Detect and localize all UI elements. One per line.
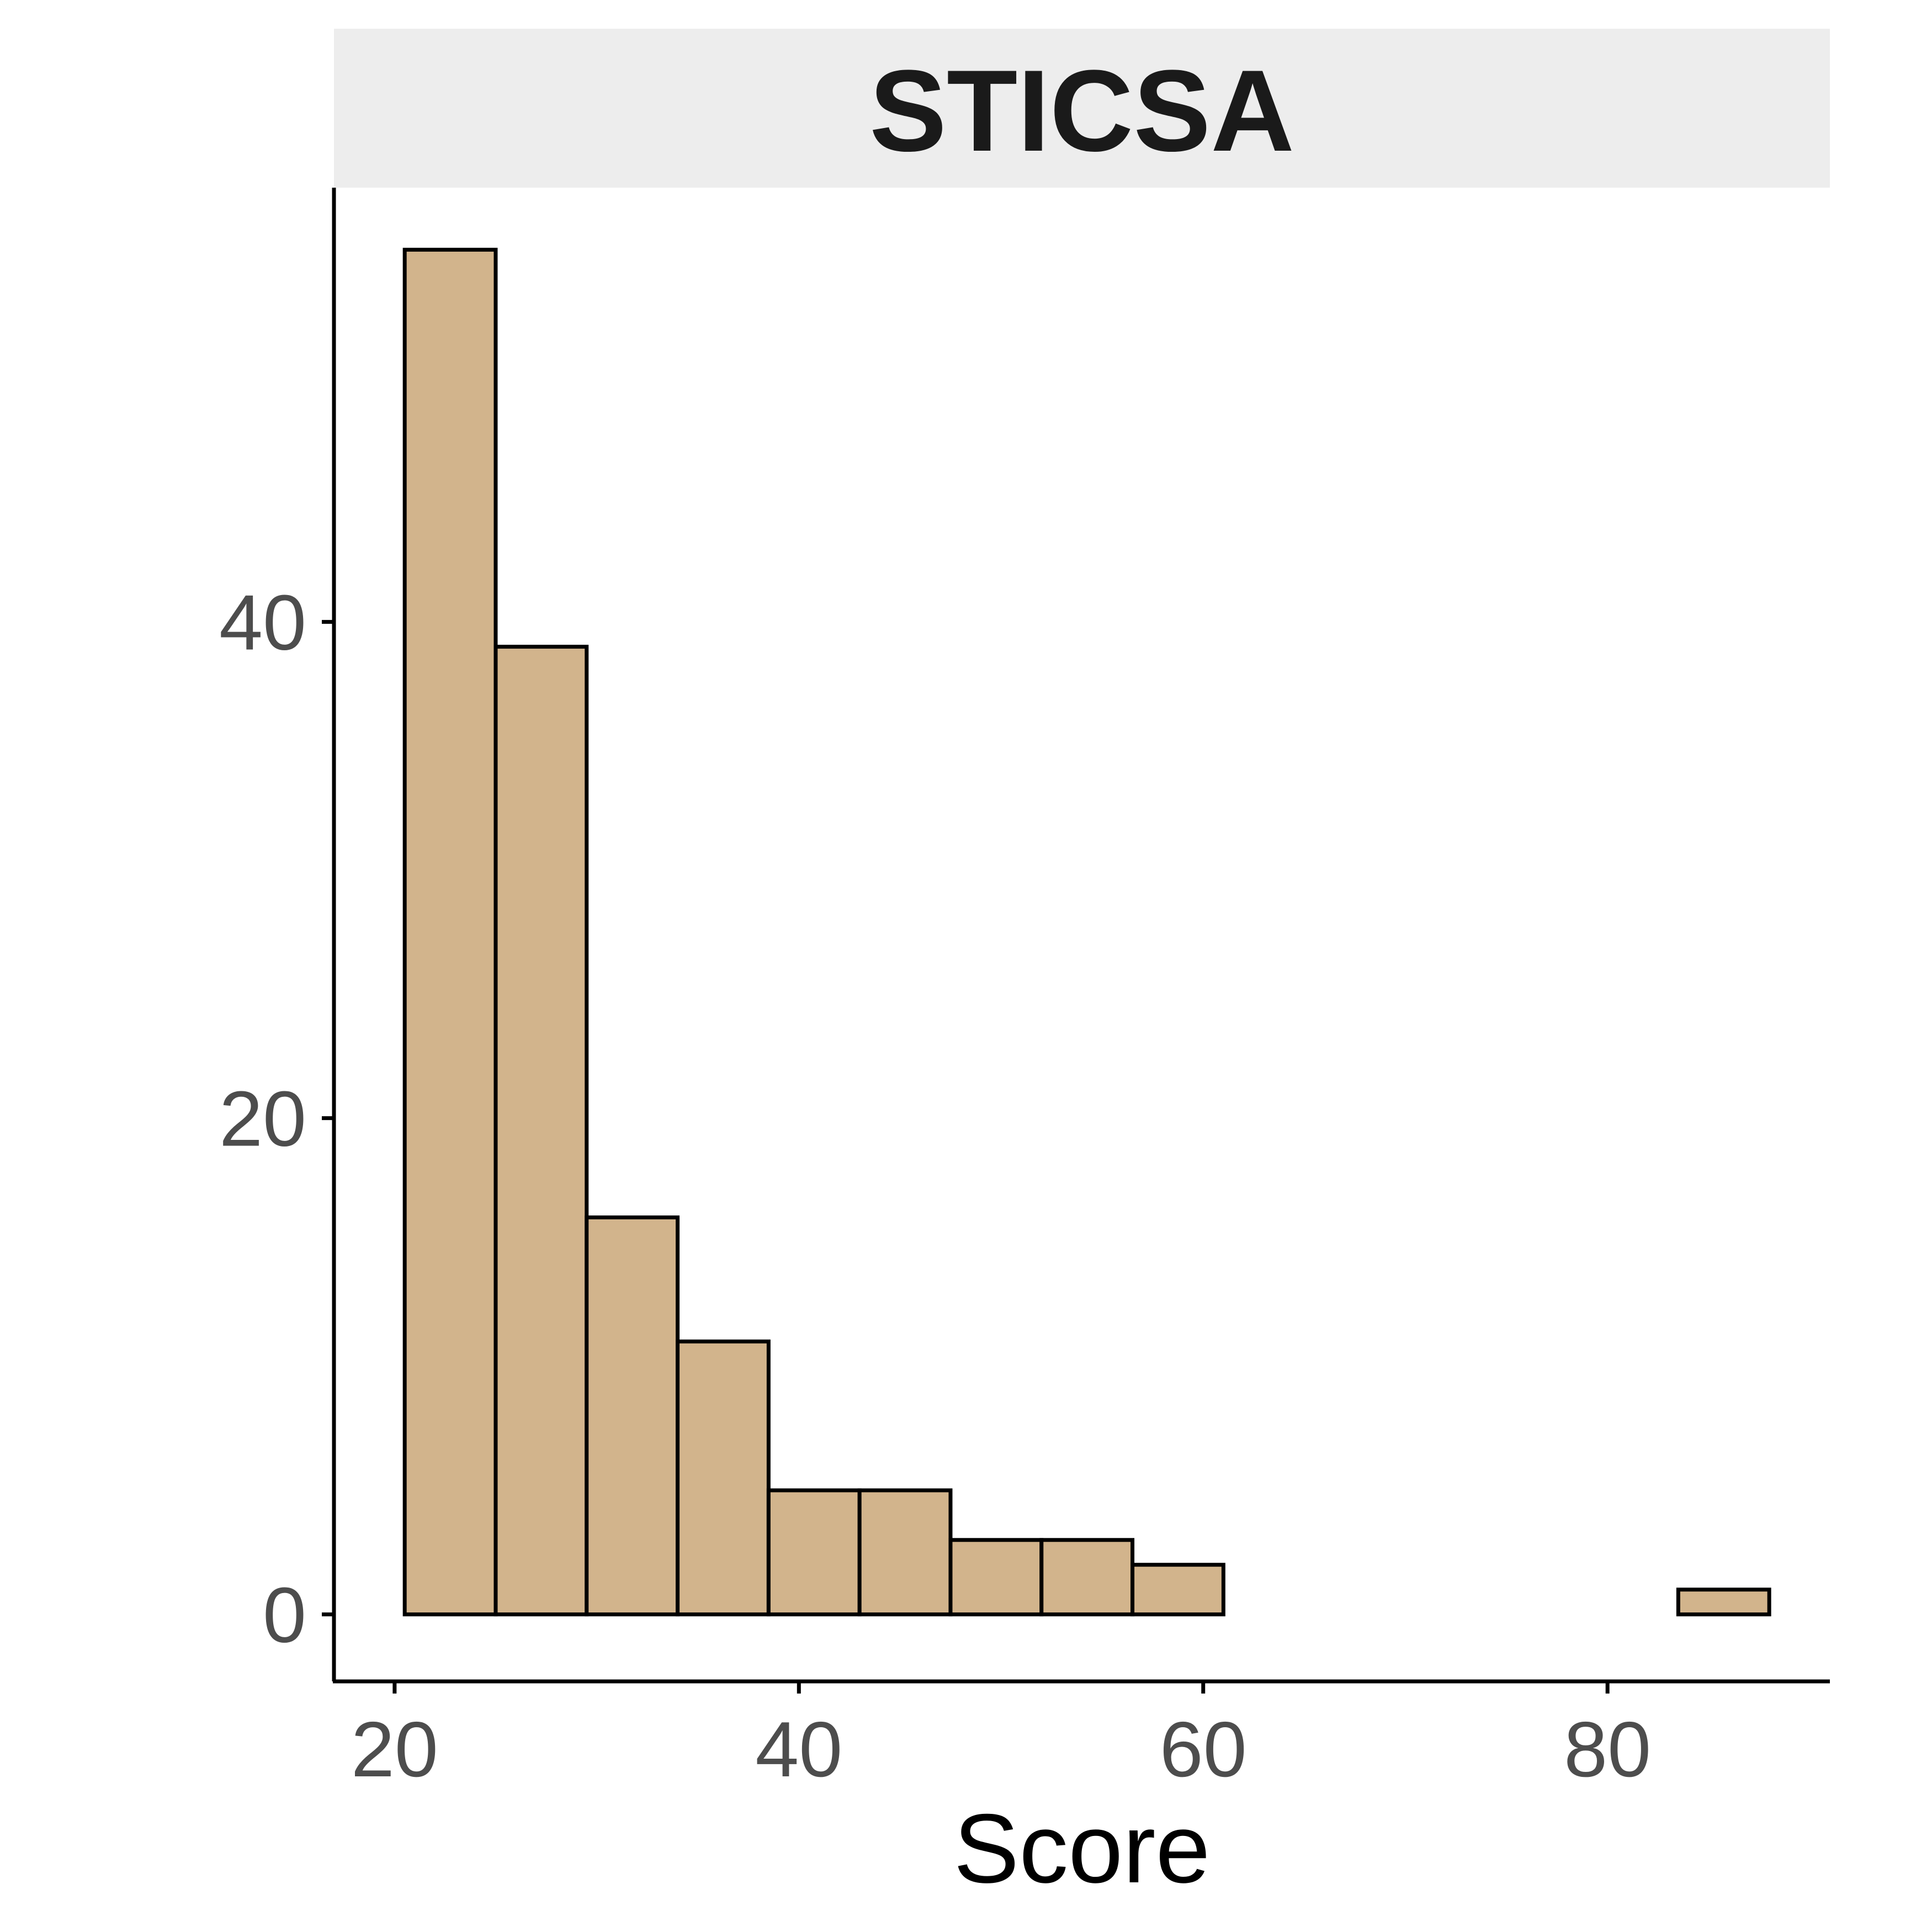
histogram-bar [1130, 1563, 1225, 1617]
histogram-bar [1676, 1588, 1771, 1617]
histogram-bar [857, 1488, 953, 1617]
chart-title: STICSA [869, 46, 1294, 176]
x-ticks-group: 20 40 60 80 [351, 1681, 1651, 1793]
histogram-bar [402, 247, 498, 1617]
histogram-bar [676, 1339, 771, 1617]
x-axis-title: Score [954, 1793, 1211, 1903]
strip-background [334, 29, 1830, 188]
histogram-bar [766, 1488, 862, 1617]
bars-group [402, 247, 1771, 1617]
histogram-bar [585, 1215, 680, 1617]
y-tick-label: 40 [219, 579, 306, 667]
histogram-bar [493, 645, 589, 1617]
y-tick-label: 20 [219, 1075, 306, 1163]
x-tick-label: 60 [1160, 1706, 1247, 1793]
y-ticks-group: 0 20 40 [219, 579, 334, 1659]
histogram-bar [948, 1538, 1044, 1617]
y-tick-label: 0 [263, 1572, 306, 1659]
x-tick-label: 80 [1564, 1706, 1651, 1793]
x-tick-label: 20 [351, 1706, 438, 1793]
histogram-bar [1039, 1538, 1135, 1617]
x-tick-label: 40 [755, 1706, 842, 1793]
